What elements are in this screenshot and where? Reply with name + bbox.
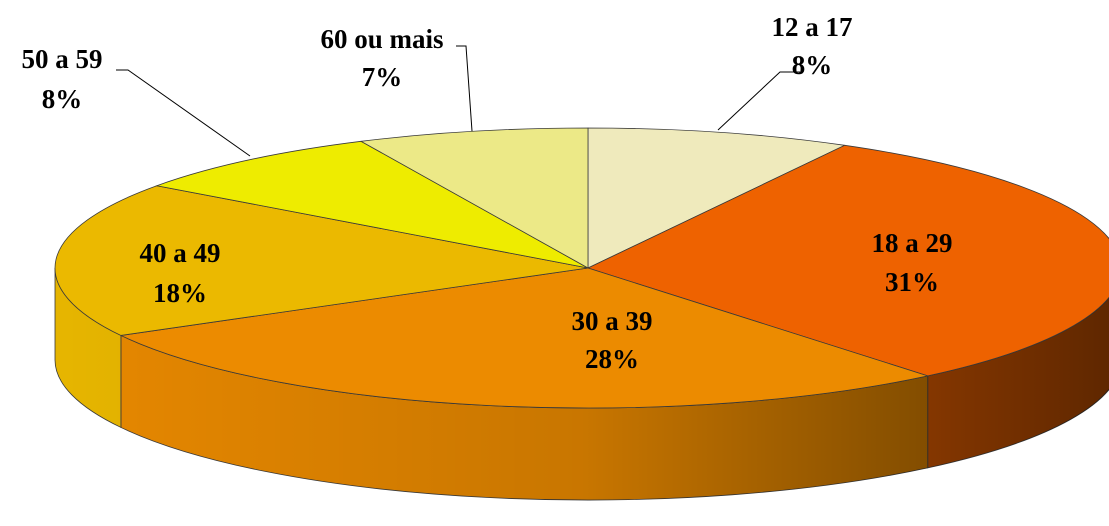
pie-tops xyxy=(54,127,1109,409)
leader-line xyxy=(116,69,251,157)
slice-value: 18% xyxy=(153,278,207,308)
leader-line xyxy=(456,45,473,132)
slice xyxy=(359,127,589,269)
slice xyxy=(119,267,930,409)
slice xyxy=(54,185,589,336)
slice-label: 12 a 17 xyxy=(772,12,853,42)
slice-side-shade xyxy=(120,335,928,501)
slice-side-shade xyxy=(927,297,1109,468)
slice-value: 8% xyxy=(792,50,833,80)
slice xyxy=(587,127,847,269)
leader-line xyxy=(717,71,800,131)
slice-value: 28% xyxy=(585,344,639,374)
slice-label: 40 a 49 xyxy=(140,238,221,268)
slice xyxy=(586,144,1109,377)
labels: 12 a 17 8% 18 a 29 31% 30 a 39 28% 40 a 49 18% 5… xyxy=(22,12,953,374)
pie-sides xyxy=(54,267,1109,501)
slice-label: 18 a 29 xyxy=(872,228,953,258)
slice-label: 30 a 39 xyxy=(572,306,653,336)
slice-value: 7% xyxy=(362,62,403,92)
slice-value: 8% xyxy=(42,84,83,114)
slice xyxy=(155,140,589,269)
slice-side-shade xyxy=(55,268,121,428)
slice-label: 60 ou mais xyxy=(320,24,443,54)
slice-value: 31% xyxy=(885,267,939,297)
slice-label: 50 a 59 xyxy=(22,44,103,74)
